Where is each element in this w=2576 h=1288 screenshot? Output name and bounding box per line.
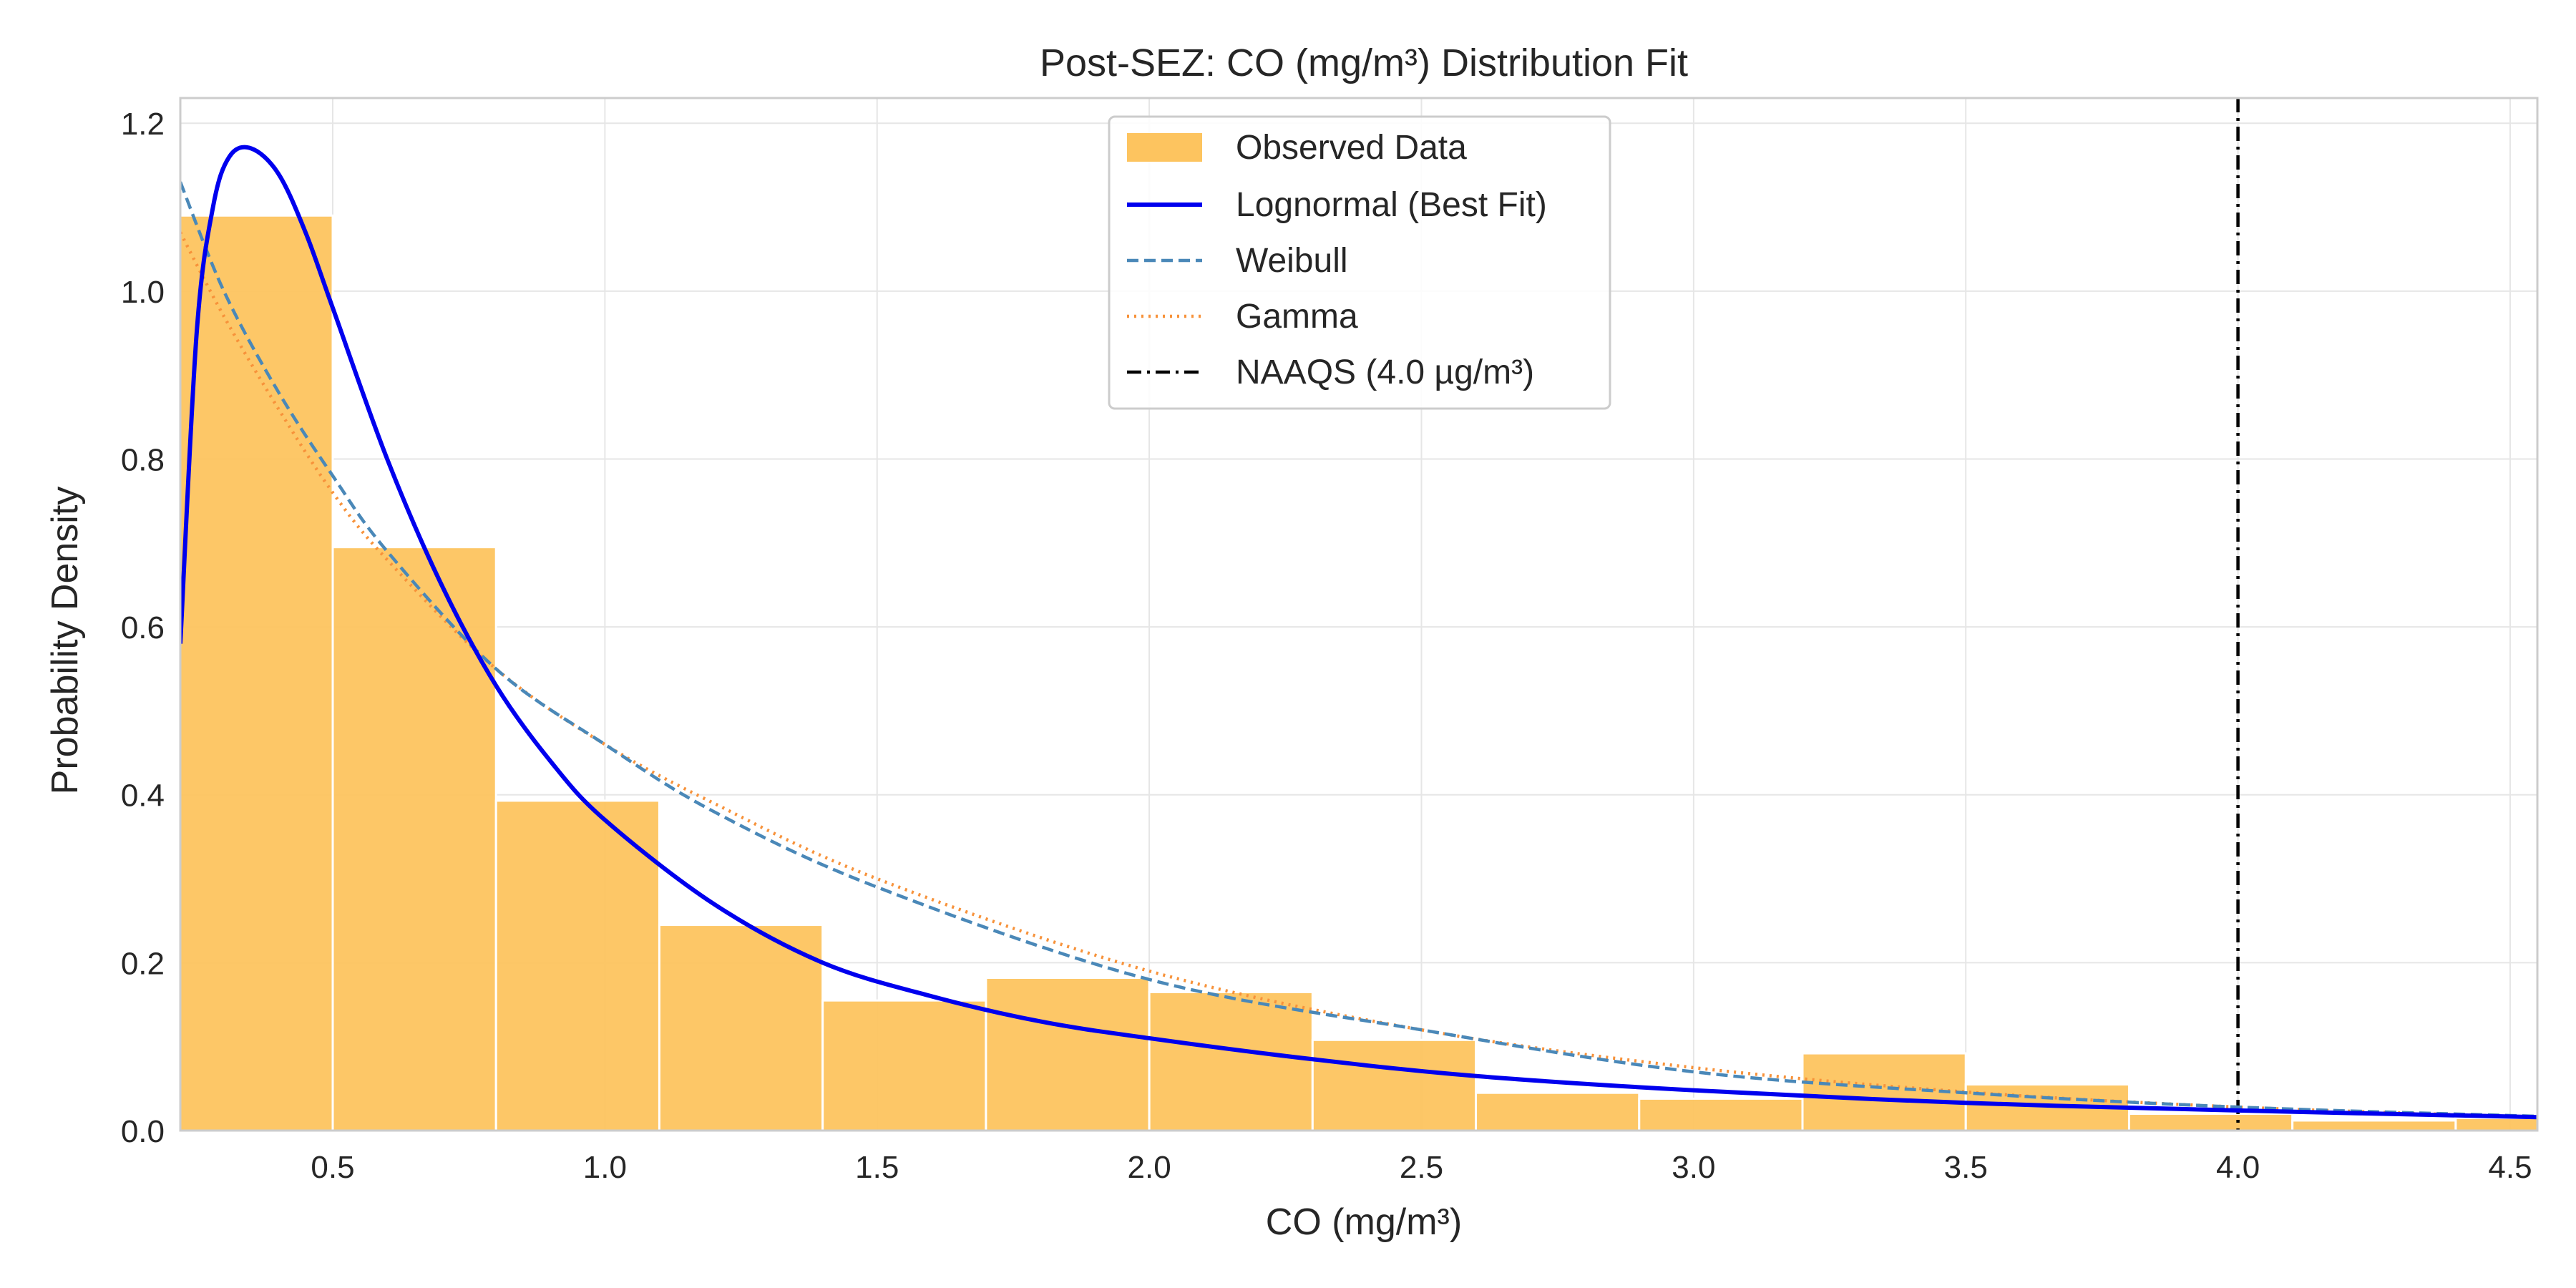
x-tick-label-0: 0.5 <box>311 1150 354 1185</box>
histogram-bar-4 <box>821 999 987 1131</box>
y-tick-label-3: 0.6 <box>121 610 165 645</box>
chart-title: Post-SEZ: CO (mg/m³) Distribution Fit <box>1040 42 1688 84</box>
x-tick-label-4: 2.5 <box>1400 1150 1443 1185</box>
legend-label-weibull: Weibull <box>1236 242 1348 280</box>
curve-gamma <box>180 231 2537 1119</box>
histogram-bar-6 <box>1148 990 1314 1131</box>
histogram-bar-0 <box>180 214 334 1131</box>
legend-swatch-observed <box>1127 133 1202 162</box>
legend-box <box>1108 115 1611 410</box>
x-tick-label-6: 3.5 <box>1944 1150 1988 1185</box>
y-tick-label-0: 0.0 <box>121 1114 165 1149</box>
x-tick-label-7: 4.0 <box>2216 1150 2260 1185</box>
histogram-bar-5 <box>985 976 1151 1131</box>
x-tick-label-5: 3.0 <box>1672 1150 1715 1185</box>
legend: Observed Data Lognormal (Best Fit) Weibu… <box>1108 115 1611 410</box>
x-tick-label-8: 4.5 <box>2488 1150 2532 1185</box>
fit-curves <box>180 145 2537 1120</box>
curve-lognormal-best-fit <box>180 145 2537 1120</box>
histogram-bar-9 <box>1638 1097 1804 1131</box>
histogram-bars <box>180 214 2537 1131</box>
x-tick-label-2: 1.5 <box>855 1150 899 1185</box>
legend-label-gamma: Gamma <box>1236 298 1358 336</box>
y-tick-label-2: 0.4 <box>121 779 165 814</box>
histogram-bar-13 <box>2291 1119 2457 1131</box>
histogram-bar-8 <box>1475 1091 1641 1131</box>
curve-weibull <box>180 181 2537 1118</box>
histogram-bar-12 <box>2127 1113 2294 1131</box>
legend-label-naaqs: NAAQS (4.0 µg/m³) <box>1236 353 1534 391</box>
y-axis-label: Probability Density <box>44 487 86 795</box>
histogram-bar-3 <box>658 924 824 1131</box>
axis-ticks: 0.5 1.0 1.5 2.0 2.5 3.0 3.5 4.0 4.5 0.0 0.2 0.4 0.6 0… <box>121 107 2532 1185</box>
y-tick-label-5: 1.0 <box>121 275 165 310</box>
histogram-bar-2 <box>494 799 660 1131</box>
y-tick-label-1: 0.2 <box>121 946 165 981</box>
legend-label-lognormal: Lognormal (Best Fit) <box>1236 186 1547 224</box>
histogram-bar-14 <box>2454 1116 2537 1131</box>
x-axis-label: CO (mg/m³) <box>1266 1201 1462 1243</box>
plot-area-frame <box>179 97 2539 1132</box>
histogram-bar-1 <box>331 546 497 1131</box>
x-tick-label-3: 2.0 <box>1128 1150 1171 1185</box>
histogram-bar-7 <box>1311 1038 1478 1131</box>
legend-label-observed: Observed Data <box>1236 129 1467 167</box>
x-tick-label-1: 1.0 <box>583 1150 627 1185</box>
y-tick-label-4: 0.8 <box>121 442 165 477</box>
y-tick-label-6: 1.2 <box>121 107 165 142</box>
